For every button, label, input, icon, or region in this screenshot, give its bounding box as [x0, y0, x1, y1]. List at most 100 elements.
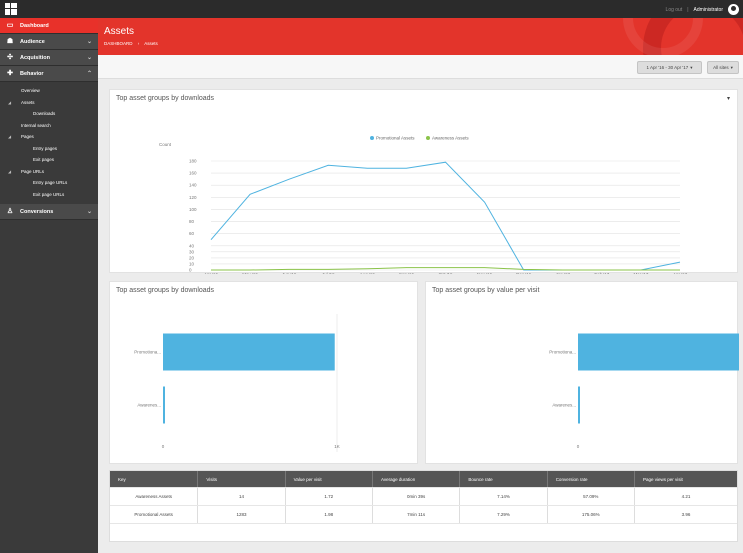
sidebar-subitem[interactable]: Internal search [0, 120, 98, 132]
sidebar-subitem[interactable]: Downloads [0, 108, 98, 120]
column-header[interactable]: Average duration [372, 471, 459, 487]
y-axis-label: Count [159, 142, 172, 147]
sidebar-subitem[interactable]: Exit pages [0, 154, 98, 166]
column-header[interactable]: Key [118, 476, 126, 482]
line-chart-card: Top asset groups by downloads ▾ 0 10 20 30 4… [109, 89, 738, 275]
sidebar-subitem-label: Overview [21, 88, 40, 94]
sidebar-subitem[interactable]: Entry pages [0, 143, 98, 155]
y-tick-label: 0 [189, 268, 192, 273]
asset-table: Key Visits Value per visit Average duration… [109, 470, 738, 542]
logout-link[interactable]: Log out [665, 6, 683, 13]
topbar-separator: | [687, 6, 689, 13]
sidebar-item-acquisition[interactable]: ✣ Acquisition ⌄ [0, 50, 98, 66]
y-tick-label: 40 [189, 243, 195, 248]
bar [578, 386, 580, 424]
x-tick-label: 0 [162, 444, 165, 449]
table-cell: 1283 [197, 506, 284, 523]
bar-chart-value-per-visit: Promotiona...Awarenes...01K [549, 333, 739, 449]
bar [578, 333, 739, 371]
signpost-icon: ✚ [7, 69, 13, 77]
y-tick-label: 140 [189, 183, 197, 188]
sidebar-item-conversions[interactable]: ♙ Conversions ⌄ [0, 204, 98, 220]
chevron-up-icon: ⌃ [86, 71, 92, 77]
legend-label: Awareness Assets [432, 136, 469, 141]
y-tick-label: Awarenes... [137, 403, 161, 408]
x-tick-label: Mar '17 [633, 272, 648, 274]
x-tick-label: 0 [577, 444, 580, 449]
page-header: Assets DASHBOARD › Assets [98, 18, 743, 55]
sidebar-item-label: Audience [20, 38, 45, 45]
table-cell: 3.96 [633, 506, 737, 523]
sidebar-item-dashboard[interactable]: ▭ Dashboard [0, 18, 98, 34]
top-bar: Log out | Administrator [0, 0, 743, 18]
network-icon: ✣ [7, 53, 13, 61]
x-tick-label: Jan '17 [556, 272, 571, 274]
sidebar-item-label: Conversions [20, 208, 54, 215]
bar [163, 386, 165, 424]
sidebar-subitem-label: Pages [21, 134, 34, 140]
column-header[interactable]: Conversion rate [546, 471, 634, 487]
sidebar-subitem-label: Entry page URLs [33, 180, 68, 186]
expand-toggle-icon[interactable]: ◢ [8, 99, 12, 105]
x-tick-label: Feb '17 [594, 272, 609, 274]
y-tick-label: 10 [189, 261, 195, 266]
bar-chart-downloads: Promotiona... Awarenes... 0 1K [134, 314, 340, 452]
table-row: Awareness Assets 14 1.72 0min 39s 7.14% 57.09… [110, 488, 737, 506]
sidebar-item-behavior[interactable]: ✚ Behavior ⌃ [0, 66, 98, 82]
sidebar-item-audience[interactable]: ☗ Audience ⌄ [0, 34, 98, 50]
site-filter-button[interactable]: All sites ▾ [707, 61, 739, 74]
x-tick-label: Oct '16 [438, 272, 453, 274]
avatar[interactable] [728, 4, 739, 15]
series-line [210, 161, 681, 271]
behavior-submenu: Overview ◢ Assets Downloads Internal search ◢… [0, 82, 98, 204]
expand-toggle-icon[interactable]: ◢ [8, 134, 12, 140]
sidebar-subitem[interactable]: Exit page URLs [0, 189, 98, 201]
y-tick-label: 160 [189, 171, 197, 176]
chevron-down-icon[interactable]: ▾ [726, 96, 730, 102]
sidebar-subitem-label: Page URLs [21, 168, 45, 174]
x-tick-label: Dec '16 [516, 272, 532, 274]
sidebar-subitem-label: Internal search [21, 122, 51, 128]
sidebar-subitem[interactable]: ◢ Assets [0, 97, 98, 109]
x-tick-label: May '16 [242, 272, 258, 274]
table-cell: Promotional Assets [134, 512, 173, 517]
table-header-row: Key Visits Value per visit Average duration… [110, 471, 737, 488]
monitor-icon: ▭ [6, 21, 14, 29]
person-icon: ♙ [6, 207, 14, 215]
y-tick-label: 30 [189, 249, 195, 254]
app-logo[interactable] [5, 3, 17, 15]
sidebar-subitem[interactable]: Overview [0, 85, 98, 97]
column-header[interactable]: Page views per visit [634, 471, 737, 487]
chevron-down-icon: ⌄ [86, 55, 92, 61]
x-tick-label: Jun '16 [282, 272, 297, 274]
table-cell: 7.14% [459, 488, 546, 505]
table-cell: 14 [197, 488, 284, 505]
column-header[interactable]: Value per visit [284, 471, 372, 487]
column-header[interactable]: Visits [197, 471, 284, 487]
table-row: Promotional Assets 1283 1.98 7min 11s 7.29% 1… [110, 506, 737, 524]
date-range-button[interactable]: 1 Apr '16 - 30 Apr '17 ▾ [637, 61, 702, 74]
table-cell: 4.21 [633, 488, 737, 505]
y-tick-label: Awarenes... [552, 403, 576, 408]
sidebar-subitem[interactable]: ◢ Pages [0, 131, 98, 143]
y-tick-label: Promotiona... [134, 350, 161, 355]
table-cell: 7.29% [459, 506, 546, 523]
y-tick-label: 180 [189, 159, 197, 164]
breadcrumb: DASHBOARD › Assets [104, 41, 158, 46]
chevron-down-icon: ⌄ [86, 39, 92, 45]
user-name[interactable]: Administrator [693, 6, 723, 13]
breadcrumb-current: Assets [144, 41, 158, 46]
sidebar-subitem[interactable]: ◢ Page URLs [0, 166, 98, 178]
card-title: Top asset groups by downloads [116, 287, 215, 294]
table-cell: Awareness Assets [135, 494, 172, 499]
page-title: Assets [104, 26, 135, 37]
breadcrumb-dashboard-link[interactable]: DASHBOARD [104, 41, 133, 46]
table-cell: 7min 11s [371, 506, 459, 523]
legend-marker [426, 136, 430, 140]
table-cell: 1.98 [284, 506, 372, 523]
sidebar-subitem[interactable]: Entry page URLs [0, 177, 98, 189]
legend-marker [370, 136, 374, 140]
expand-toggle-icon[interactable]: ◢ [8, 168, 12, 174]
column-header[interactable]: Bounce rate [459, 471, 546, 487]
